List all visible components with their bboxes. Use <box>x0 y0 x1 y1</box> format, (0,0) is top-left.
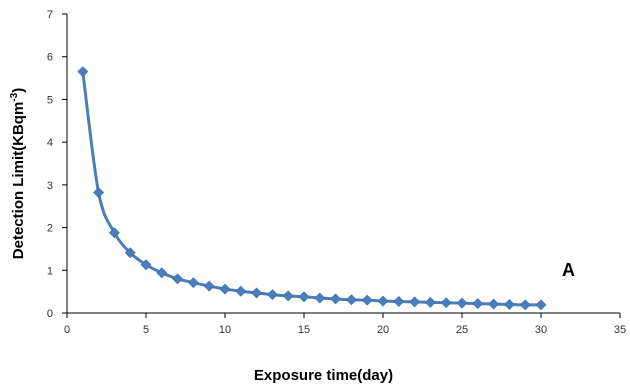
x-tick-label: 35 <box>614 324 626 336</box>
plot-area: 0 5 10 15 20 25 30 35 0 1 2 3 4 5 6 7 <box>47 9 626 336</box>
data-point-marker <box>187 277 199 289</box>
data-point-marker <box>472 298 484 310</box>
y-tick-label: 4 <box>47 137 53 149</box>
x-axis-title: Exposure time(day) <box>254 367 393 384</box>
y-tick-label: 3 <box>47 180 53 192</box>
panel-label: A <box>562 260 575 280</box>
y-tick-label: 0 <box>47 308 53 320</box>
series-markers <box>77 66 547 311</box>
data-point-marker <box>519 299 531 311</box>
x-tick-label: 15 <box>298 324 310 336</box>
y-tick-label: 1 <box>47 265 53 277</box>
data-point-marker <box>535 299 547 311</box>
data-point-marker <box>235 285 247 297</box>
x-tick-label: 10 <box>219 324 231 336</box>
data-point-marker <box>409 296 421 308</box>
data-point-marker <box>298 291 310 303</box>
y-tick-label: 7 <box>47 9 53 21</box>
data-point-marker <box>77 66 89 78</box>
x-ticks: 0 5 10 15 20 25 30 35 <box>64 313 626 336</box>
data-point-marker <box>330 293 342 305</box>
y-axis-title-superscript: -3 <box>9 92 20 101</box>
data-point-marker <box>203 280 215 292</box>
data-point-marker <box>314 292 326 304</box>
data-point-marker <box>393 296 405 307</box>
y-axis-title: Detection Limit(KBqm-3) <box>9 88 27 259</box>
x-tick-label: 20 <box>377 324 389 336</box>
data-point-marker <box>124 247 136 259</box>
data-point-marker <box>140 259 152 271</box>
y-axis-title-main: Detection Limit(KBqm <box>10 102 27 260</box>
data-point-marker <box>93 187 105 198</box>
y-tick-label: 6 <box>47 52 53 64</box>
data-point-marker <box>503 299 515 310</box>
data-point-marker <box>488 298 500 310</box>
data-point-marker <box>424 296 436 308</box>
x-tick-label: 25 <box>456 324 468 336</box>
data-point-marker <box>156 267 168 279</box>
data-point-marker <box>172 273 184 285</box>
data-point-marker <box>219 283 231 295</box>
x-tick-label: 30 <box>535 324 547 336</box>
data-point-marker <box>456 297 468 309</box>
data-point-marker <box>345 294 357 306</box>
x-tick-label: 0 <box>64 324 70 336</box>
data-point-marker <box>108 227 120 239</box>
data-point-marker <box>440 297 452 309</box>
data-point-marker <box>361 294 373 306</box>
x-tick-label: 5 <box>143 324 149 336</box>
data-point-marker <box>282 290 294 302</box>
data-point-marker <box>377 295 389 307</box>
series-line <box>81 70 543 307</box>
y-axis-title-suffix: ) <box>10 88 27 93</box>
y-tick-label: 2 <box>47 223 53 235</box>
data-point-marker <box>251 287 263 299</box>
y-tick-label: 5 <box>47 94 53 106</box>
y-ticks: 0 1 2 3 4 5 6 7 <box>47 9 67 320</box>
data-point-marker <box>266 289 278 301</box>
